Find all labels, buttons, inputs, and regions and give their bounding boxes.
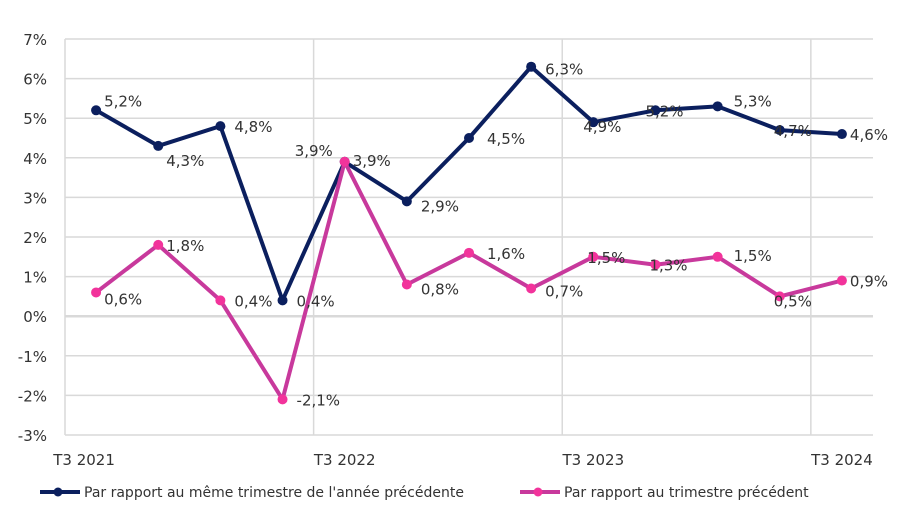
data-point: [277, 295, 288, 306]
data-point: [774, 291, 785, 302]
data-label: 0,8%: [421, 281, 459, 299]
series: [91, 61, 847, 405]
data-label: 0,5%: [774, 292, 812, 310]
data-label: 1,8%: [166, 237, 204, 255]
data-label: 3,9%: [295, 142, 333, 160]
data-point: [526, 283, 537, 294]
data-point: [401, 279, 412, 290]
x-axis: T3 2021 T3 2022 T3 2023 T3 2024: [52, 451, 873, 469]
data-labels: 5,2% 4,3% 4,8% 0,4% 3,9% 2,9% 4,5% 6,3% 4,9% 5,2%…: [104, 61, 888, 410]
x-tick-label: T3 2023: [561, 451, 624, 469]
y-tick-label: 0%: [23, 308, 47, 326]
data-label: 4,6%: [850, 126, 888, 144]
data-label: 0,9%: [850, 273, 888, 291]
data-label: 1,5%: [587, 249, 625, 267]
data-point: [464, 133, 474, 143]
legend-label-1: Par rapport au trimestre précédent: [564, 485, 809, 501]
data-point: [339, 156, 350, 167]
y-axis: -3% -2% -1% 0% 1% 2% 3% 4% 5% 6% 7%: [18, 31, 47, 445]
data-point: [650, 105, 661, 116]
x-tick-label: T3 2021: [52, 451, 115, 469]
data-label: 4,8%: [234, 118, 272, 136]
data-point: [774, 125, 785, 136]
data-label: 1,3%: [649, 257, 687, 275]
data-point: [153, 239, 164, 250]
y-tick-label: -2%: [18, 387, 47, 405]
y-tick-label: 2%: [23, 229, 47, 247]
data-point: [526, 61, 537, 72]
data-label: 5,2%: [645, 102, 683, 120]
y-tick-label: -3%: [18, 427, 47, 445]
legend-label-0: Par rapport au même trimestre de l'année…: [84, 485, 464, 501]
data-point: [588, 251, 599, 262]
y-tick-label: 5%: [23, 110, 47, 128]
data-label: 0,6%: [104, 290, 142, 308]
data-label: 4,5%: [487, 130, 525, 148]
y-tick-label: -1%: [18, 348, 47, 366]
data-label: 4,9%: [583, 118, 621, 136]
data-point: [464, 247, 474, 258]
data-label: 1,6%: [487, 245, 525, 263]
data-point: [277, 394, 288, 405]
data-label: 5,2%: [104, 92, 142, 110]
data-point: [588, 117, 599, 128]
data-label: 0,7%: [545, 282, 583, 300]
data-point: [712, 101, 723, 112]
data-point: [215, 295, 226, 306]
data-point: [153, 140, 164, 151]
data-label: 2,9%: [421, 197, 459, 215]
y-tick-label: 4%: [23, 150, 47, 168]
data-point: [650, 259, 661, 270]
data-point: [91, 105, 102, 116]
data-label: 1,5%: [734, 247, 772, 265]
legend-marker-0: [53, 487, 63, 497]
y-tick-label: 7%: [23, 31, 47, 49]
data-label: 4,7%: [774, 122, 812, 140]
data-point: [215, 121, 226, 132]
y-tick-label: 6%: [23, 71, 47, 89]
y-tick-label: 3%: [23, 189, 47, 207]
legend-marker-1: [533, 487, 543, 497]
data-label: 0,4%: [234, 292, 272, 310]
y-tick-label: 1%: [23, 269, 47, 287]
data-label: 6,3%: [545, 61, 583, 79]
data-point: [401, 196, 412, 207]
data-label: 5,3%: [734, 92, 772, 110]
data-point: [836, 129, 847, 140]
legend: Par rapport au même trimestre de l'année…: [40, 485, 809, 501]
data-label: 0,4%: [297, 292, 335, 310]
grid: [64, 38, 873, 436]
data-point: [91, 287, 102, 298]
data-label: 3,9%: [353, 152, 391, 170]
data-point: [712, 251, 723, 262]
data-label: -2,1%: [297, 391, 341, 409]
x-tick-label: T3 2024: [810, 451, 873, 469]
x-tick-label: T3 2022: [313, 451, 376, 469]
data-label: 4,3%: [166, 152, 204, 170]
data-point: [836, 275, 847, 286]
